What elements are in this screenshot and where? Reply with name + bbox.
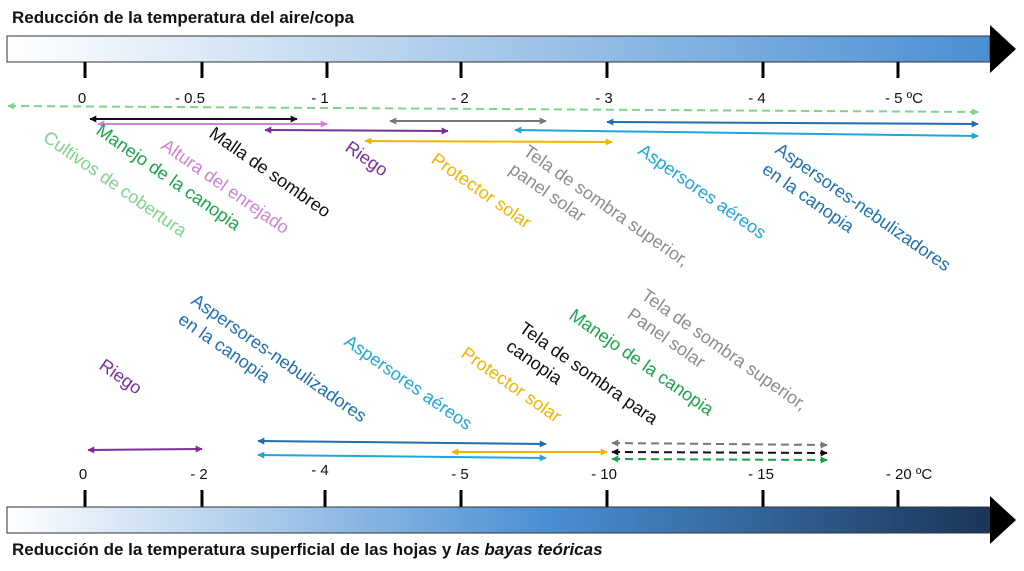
bottom-gradient-bar xyxy=(6,506,991,534)
label-nebulizadores-bottom: Aspersores-nebulizadores xyxy=(188,290,371,426)
top-tick-label: - 2 xyxy=(451,90,469,107)
range-arrow-aspersores-bottom xyxy=(257,451,547,462)
top-gradient-bar xyxy=(6,35,991,63)
top-tick-label: 0 xyxy=(78,90,86,107)
top-tick-label: - 3 xyxy=(595,90,613,107)
label-nebulizadores: Aspersores-nebulizadores xyxy=(772,139,955,275)
bottom-tick-label: - 4 xyxy=(311,462,329,479)
bottom-tick-label: - 5 xyxy=(451,466,469,483)
top-ticks xyxy=(83,62,900,78)
range-arrow-riego xyxy=(264,126,449,135)
top-tick-label: - 5 ºC xyxy=(885,90,923,107)
range-arrow-nebulizadores xyxy=(606,118,979,128)
bottom-tick-label: - 2 xyxy=(190,466,208,483)
range-arrow-riego-bottom xyxy=(87,445,203,454)
range-arrow-tela-superior-bottom xyxy=(611,439,828,449)
range-arrow-nebulizadores-bottom xyxy=(257,437,547,448)
top-bar-arrowhead xyxy=(990,25,1016,73)
label-riego: Riego xyxy=(342,137,392,180)
bottom-bar-arrowhead xyxy=(990,496,1016,544)
bottom-tick-label: - 20 ºC xyxy=(886,466,932,483)
top-tick-label: - 0.5 xyxy=(175,90,205,107)
bottom-tick-label: - 15 xyxy=(748,466,774,483)
range-arrow-manejo-bottom xyxy=(611,455,828,464)
range-arrow-protector-solar xyxy=(364,137,613,146)
bottom-ticks xyxy=(83,490,900,507)
bottom-tick-label: - 10 xyxy=(591,466,617,483)
range-arrow-cultivos-cobertura xyxy=(7,102,979,116)
top-tick-label: - 1 xyxy=(311,90,329,107)
bottom-tick-label: 0 xyxy=(79,466,87,483)
top-scale-title: Reducción de la temperatura del aire/cop… xyxy=(12,8,355,27)
label-tela-superior-bottom: Tela de sombra superior, xyxy=(638,285,811,414)
label-riego-bottom: Riego xyxy=(96,355,146,398)
bottom-title-italic: las bayas teóricas xyxy=(456,540,603,559)
range-arrow-aspersores-aereos xyxy=(514,126,979,140)
range-arrow-tela-canopia-bottom xyxy=(611,448,828,457)
bottom-scale-title: Reducción de la temperatura superficial … xyxy=(12,540,603,560)
top-tick-label: - 4 xyxy=(748,90,766,107)
bottom-title-main: Reducción de la temperatura superficial … xyxy=(12,540,457,559)
